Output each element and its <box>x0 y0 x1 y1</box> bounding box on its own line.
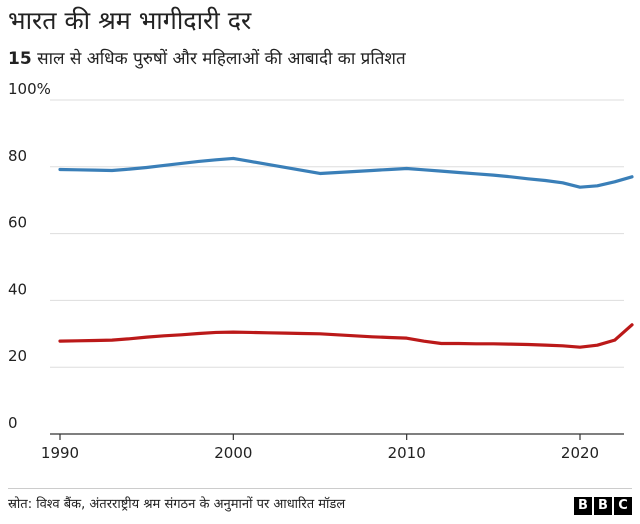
bbc-logo-letter-1: B <box>574 497 592 515</box>
y-tick-label-0: 0 <box>8 414 18 432</box>
bbc-logo: B B C <box>574 497 632 515</box>
x-axis: 1990 2000 2010 2020 <box>41 433 624 462</box>
y-axis-labels: 0 20 40 60 80 100% <box>8 80 51 432</box>
y-tick-label-40: 40 <box>8 280 27 298</box>
x-tick-label-2020: 2020 <box>561 444 599 462</box>
bbc-logo-letter-3: C <box>614 497 632 515</box>
y-tick-label-80: 80 <box>8 147 27 165</box>
grid-lines <box>50 99 624 368</box>
footer-divider <box>8 488 632 489</box>
y-tick-label-100: 100% <box>8 80 51 98</box>
y-tick-label-60: 60 <box>8 214 27 232</box>
series-line-1 <box>58 156 634 189</box>
chart-title: भारत की श्रम भागीदारी दर <box>8 6 252 35</box>
bbc-logo-letter-2: B <box>594 497 612 515</box>
source-note: स्रोत: विश्व बैंक, अंतरराष्ट्रीय श्रम सं… <box>8 497 346 512</box>
x-tick-label-2000: 2000 <box>214 444 252 462</box>
series-lines <box>58 156 634 349</box>
chart-subtitle: 15 साल से अधिक पुरुषों और महिलाओं की आबा… <box>8 48 406 70</box>
y-tick-label-20: 20 <box>8 347 27 365</box>
x-tick-label-1990: 1990 <box>41 444 79 462</box>
subtitle-age: 15 <box>8 49 32 69</box>
x-tick-label-2010: 2010 <box>388 444 426 462</box>
subtitle-text: साल से अधिक पुरुषों और महिलाओं की आबादी … <box>31 49 406 69</box>
series-line-2 <box>58 323 634 349</box>
